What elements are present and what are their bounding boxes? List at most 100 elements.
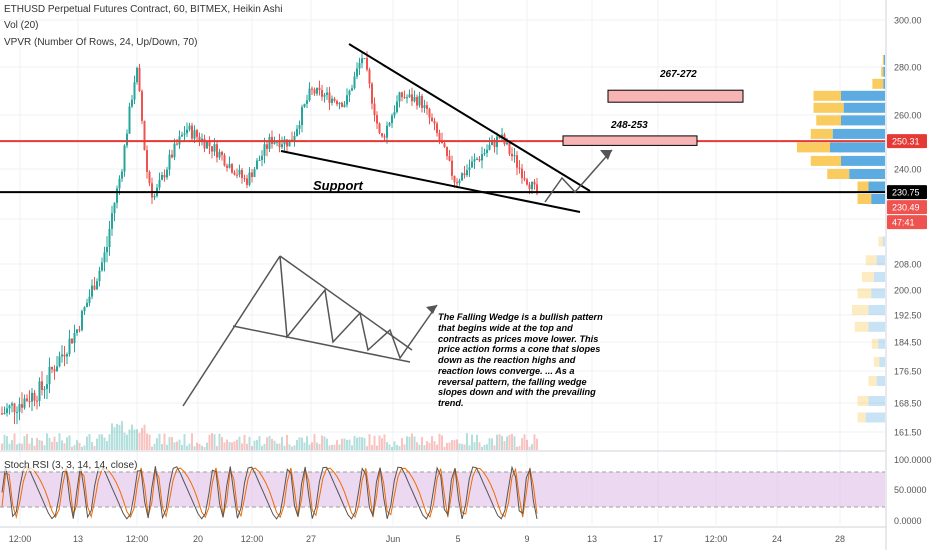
volume-bar-5 [13, 433, 16, 450]
volume-bar-112 [281, 436, 283, 450]
volume-bar-59 [148, 434, 151, 450]
candle-body-122 [306, 100, 308, 104]
volume-bar-191 [478, 442, 481, 450]
volume-bar-47 [118, 424, 121, 450]
candle-body-17 [43, 388, 46, 390]
stoch-tick-label-2: 0.0000 [894, 516, 922, 526]
vpvr-down-bar-11 [857, 194, 872, 204]
candle-body-91 [228, 164, 231, 168]
candle-body-49 [123, 145, 126, 172]
stoch-rsi-pane [0, 450, 885, 520]
candle-body-177 [443, 143, 446, 147]
candle-body-10 [26, 398, 28, 401]
candle-body-111 [278, 141, 281, 148]
volume-bar-76 [191, 433, 193, 450]
candle-body-20 [51, 366, 53, 370]
y-tick-label-3: 240.00 [894, 165, 922, 175]
price-badge-countdown: 47:41 [892, 218, 915, 228]
candle-body-125 [313, 89, 316, 94]
candle-body-195 [488, 145, 491, 150]
volume-bar-105 [263, 443, 266, 450]
candle-body-25 [63, 354, 66, 357]
x-tick-label-9: 13 [587, 534, 597, 544]
candle-body-193 [483, 152, 486, 155]
example-wedge-lower [232, 325, 411, 363]
candle-body-37 [93, 285, 96, 290]
volume-bar-71 [178, 439, 181, 450]
volume-bar-46 [116, 424, 118, 450]
candle-body-184 [461, 173, 463, 181]
candle-body-173 [433, 121, 436, 124]
vpvr-up-bar-5 [841, 115, 885, 126]
y-tick-label-1: 280.00 [894, 63, 922, 73]
candle-body-127 [318, 87, 321, 91]
price-badge-last: 230.49 [892, 203, 920, 213]
volume-bar-37 [93, 446, 96, 450]
volume-bar-134 [336, 440, 338, 450]
volume-bar-55 [138, 432, 141, 450]
candle-body-172 [431, 117, 433, 122]
candle-body-186 [466, 170, 468, 176]
candle-body-12 [31, 392, 33, 402]
candle-body-209 [523, 178, 526, 180]
vpvr-up-bar-8 [841, 155, 885, 166]
vpvr-down-bar-20 [868, 376, 877, 386]
candle-body-51 [128, 106, 131, 134]
candle-body-5 [13, 403, 16, 413]
volume-bar-25 [63, 443, 66, 450]
projection-path [544, 149, 613, 203]
candle-body-47 [118, 178, 121, 189]
candle-body-35 [88, 296, 91, 303]
vpvr-down-bar-7 [797, 142, 830, 153]
candle-body-179 [448, 156, 451, 161]
volume-bar-33 [83, 445, 86, 450]
volume-bar-166 [416, 442, 418, 450]
candle-body-46 [116, 188, 118, 203]
candle-body-211 [528, 184, 531, 190]
volume-profile [797, 54, 885, 423]
volume-bar-22 [56, 441, 58, 450]
x-tick-label-3: 20 [193, 534, 203, 544]
volume-bar-72 [181, 445, 183, 450]
volume-bar-110 [276, 443, 278, 450]
vpvr-up-bar-21 [868, 396, 885, 406]
volume-bar-96 [241, 443, 243, 450]
candle-body-78 [196, 130, 198, 137]
volume-bar-0 [1, 443, 3, 450]
volume-bar-133 [333, 444, 336, 450]
candle-body-65 [163, 174, 166, 178]
volume-bar-64 [161, 444, 163, 450]
volume-bar-12 [31, 437, 33, 450]
volume-bar-18 [46, 433, 48, 450]
volume-bar-40 [101, 434, 103, 450]
volume-bar-66 [166, 444, 168, 450]
volume-bar-100 [251, 446, 253, 450]
price-badge-countdown-bg [887, 215, 927, 230]
candle-body-204 [511, 153, 513, 157]
example-wedge-entry [182, 255, 281, 407]
vpvr-down-bar-18 [871, 338, 879, 349]
candle-body-147 [368, 69, 371, 84]
candle-body-67 [168, 154, 171, 170]
volume-bar-213 [533, 434, 536, 450]
volume-bar-205 [513, 436, 516, 450]
volume-bar-91 [228, 442, 231, 450]
volume-bar-17 [43, 445, 46, 450]
candle-body-161 [403, 97, 406, 99]
volume-bar-155 [388, 444, 391, 450]
volume-bar-82 [206, 442, 208, 450]
candle-body-22 [56, 366, 58, 372]
volume-bar-89 [223, 442, 226, 450]
candle-body-3 [8, 405, 11, 409]
candle-body-192 [481, 154, 483, 161]
volume-bar-168 [421, 437, 423, 450]
volume-bar-53 [133, 429, 136, 450]
candle-body-135 [338, 102, 341, 105]
y-tick-label-8: 184.50 [894, 338, 922, 348]
candle-body-93 [233, 172, 236, 175]
candle-body-9 [23, 398, 26, 408]
candle-body-66 [166, 169, 168, 178]
zone-lower-label: 248-253 [611, 120, 648, 131]
candle-body-40 [101, 262, 103, 271]
